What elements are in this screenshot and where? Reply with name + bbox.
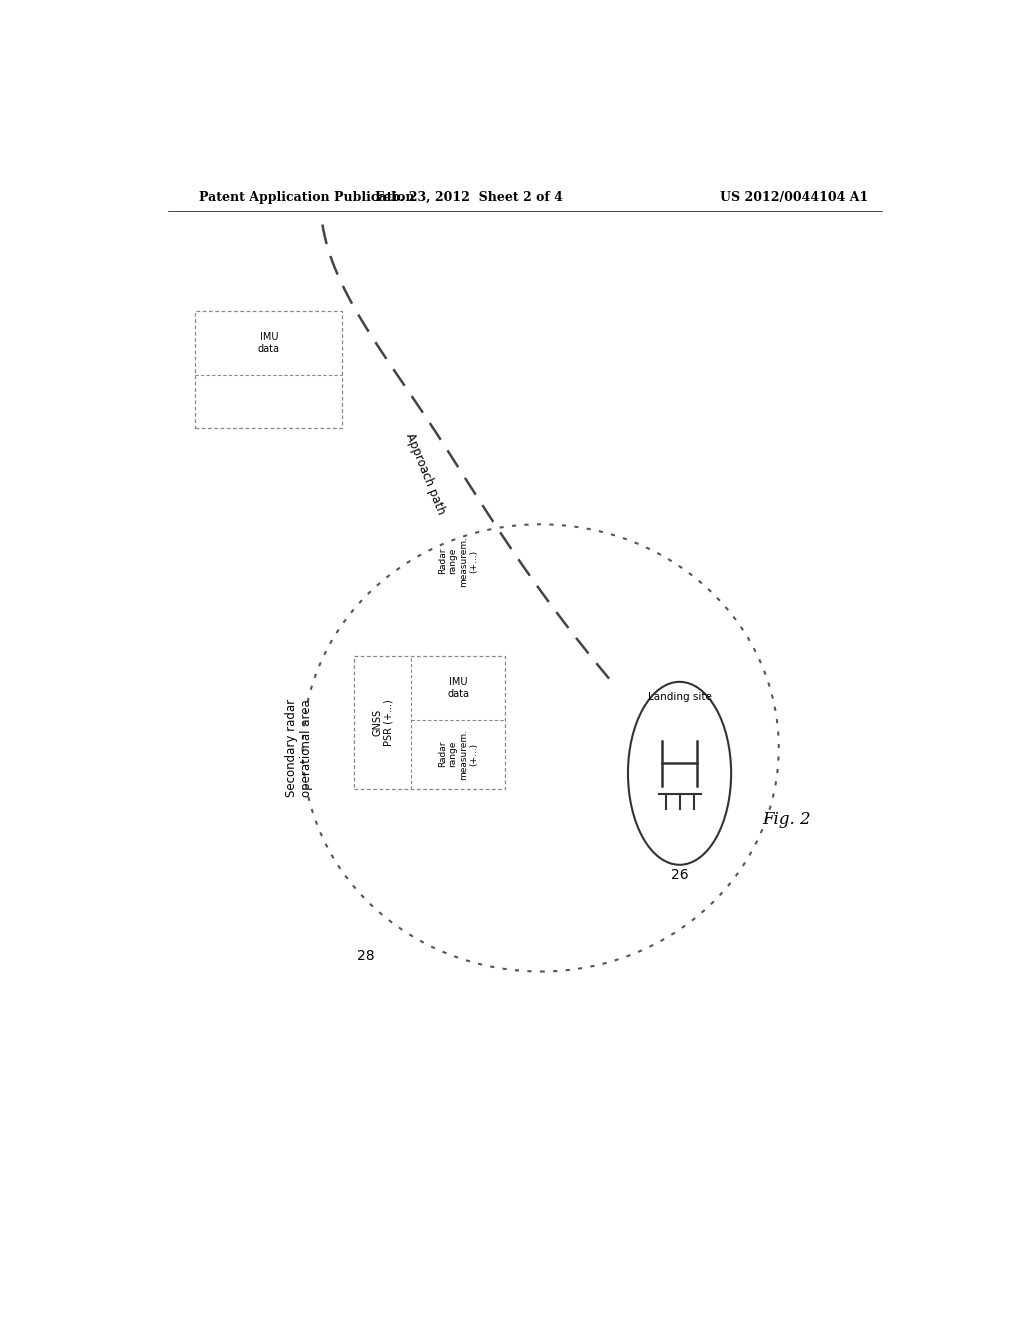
Text: 26: 26 [671,869,688,882]
Text: Secondary radar
operational area: Secondary radar operational area [285,698,312,797]
Text: US 2012/0044104 A1: US 2012/0044104 A1 [721,190,868,203]
Ellipse shape [628,682,731,865]
Bar [196,312,342,428]
Text: Patent Application Publication: Patent Application Publication [200,190,415,203]
Text: 28: 28 [357,949,375,964]
Text: GNSS
PSR (+...): GNSS PSR (+...) [372,700,393,746]
Text: IMU
data: IMU data [258,333,280,354]
Text: Landing site: Landing site [647,692,712,702]
Text: Fig. 2: Fig. 2 [763,810,811,828]
Text: Radar
range
measurem.
(+...): Radar range measurem. (+...) [438,729,478,780]
Text: Radar
range
measurem.
(+...): Radar range measurem. (+...) [438,536,478,586]
Text: Feb. 23, 2012  Sheet 2 of 4: Feb. 23, 2012 Sheet 2 of 4 [376,190,563,203]
Bar [354,656,505,788]
Text: IMU
data: IMU data [447,677,469,700]
Text: Approach path: Approach path [403,430,447,516]
